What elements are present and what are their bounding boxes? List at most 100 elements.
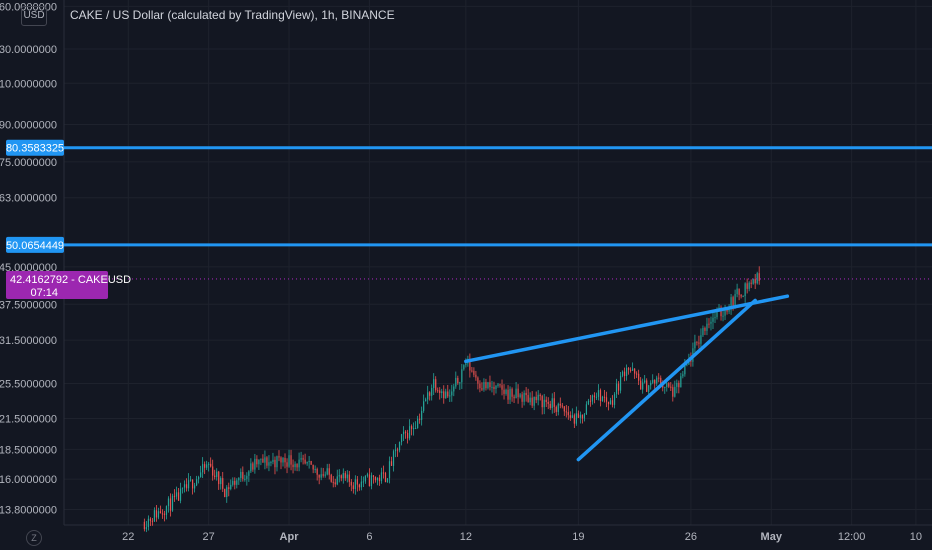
candle-body: [402, 431, 405, 435]
price-tick-label: 21.5000000: [0, 413, 57, 425]
candle-body: [559, 403, 561, 406]
candle-body: [294, 463, 296, 468]
candle-body: [310, 460, 312, 465]
price-tick-label: 110.0000000: [0, 78, 57, 90]
candle-body: [698, 342, 700, 344]
candle-body: [200, 472, 202, 478]
candle-body: [471, 370, 473, 372]
trendlines[interactable]: [464, 294, 790, 462]
candle-body: [449, 395, 451, 397]
candle-body: [324, 474, 326, 476]
candle-body: [744, 283, 746, 297]
candle-body: [694, 341, 696, 349]
time-axis[interactable]: 22 27 Apr 6 12 19 26 May 12:00 10: [122, 531, 922, 543]
candle-body: [406, 432, 409, 439]
candle-body: [248, 471, 250, 476]
candle-body: [611, 400, 614, 405]
candle-body: [710, 321, 712, 324]
upper-wedge-line[interactable]: [464, 294, 790, 364]
candle-body: [537, 394, 539, 401]
candle-body: [473, 370, 475, 375]
candle-body: [161, 513, 164, 515]
candle-body: [296, 463, 298, 468]
price-tick-label: 75.0000000: [0, 157, 57, 169]
candle-body: [410, 426, 413, 429]
time-tick-label: May: [761, 531, 783, 543]
candle-body: [634, 368, 636, 374]
candle-body: [356, 479, 358, 485]
candle-body: [228, 487, 230, 490]
candle-body: [553, 398, 555, 407]
candle-body: [700, 335, 702, 344]
candle-body: [680, 376, 682, 388]
candle-body: [177, 492, 180, 501]
candle-body: [151, 520, 154, 522]
candle-body: [648, 385, 650, 392]
current-price-badge: [6, 270, 108, 299]
candle-body: [278, 456, 280, 458]
candle-body: [461, 369, 463, 383]
candle-body: [686, 364, 688, 366]
candle-body: [481, 388, 483, 390]
candle-body: [185, 484, 188, 489]
candle-body: [374, 476, 377, 481]
candle-body: [531, 397, 533, 406]
auto-scale-button[interactable]: Z: [26, 530, 42, 546]
candle-body: [427, 392, 429, 400]
currency-badge[interactable]: USD: [21, 6, 47, 26]
price-tick-label: 90.0000000: [0, 119, 57, 131]
time-tick-label: Apr: [280, 531, 300, 543]
candle-body: [523, 392, 525, 402]
candle-body: [380, 472, 383, 482]
candle-body: [706, 323, 708, 331]
candle-body: [742, 296, 744, 298]
candle-body: [738, 288, 740, 295]
candle-body: [250, 463, 252, 472]
candle-body: [746, 283, 748, 289]
candle-body: [226, 487, 228, 498]
candle-body: [632, 368, 634, 371]
candle-body: [656, 377, 658, 384]
candle-body: [489, 382, 491, 388]
candle-body: [260, 458, 262, 460]
candle-body: [599, 390, 602, 402]
candle-body: [328, 468, 330, 475]
candle-body: [630, 369, 632, 371]
candle-body: [541, 396, 543, 408]
candle-body: [549, 403, 551, 409]
candle-body: [704, 327, 706, 331]
candle-body: [712, 317, 714, 322]
candle-body: [193, 485, 196, 489]
candle-body: [543, 399, 545, 408]
candle-body: [433, 379, 435, 388]
candle-body: [535, 396, 537, 401]
candle-body: [270, 462, 272, 464]
candle-body: [646, 380, 648, 392]
candle-body: [242, 471, 244, 479]
candle-body: [404, 431, 407, 433]
price-axis[interactable]: 160.0000000 130.0000000 110.0000000 90.0000…: [0, 1, 57, 516]
candle-body: [469, 358, 471, 371]
candle-body: [266, 457, 268, 466]
candle-body: [519, 394, 521, 398]
candle-body: [364, 475, 366, 482]
candle-body: [308, 460, 310, 462]
candle-body: [451, 391, 453, 396]
lower-wedge-line[interactable]: [576, 298, 757, 462]
candle-body: [187, 480, 190, 489]
candle-body: [557, 403, 559, 412]
price-tick-label: 16.0000000: [0, 474, 57, 486]
candle-body: [189, 479, 192, 481]
candle-body: [216, 471, 218, 477]
candle-body: [650, 382, 652, 386]
horizontal-levels[interactable]: [64, 146, 932, 280]
candle-body: [210, 463, 212, 467]
candle-body: [262, 458, 264, 463]
time-tick-label: 26: [685, 531, 697, 543]
level-price-badge: [6, 139, 64, 156]
level-price-badge: [6, 236, 64, 253]
price-tick-label: 25.5000000: [0, 378, 57, 390]
candle-body: [587, 400, 590, 405]
candle-body: [312, 464, 314, 470]
